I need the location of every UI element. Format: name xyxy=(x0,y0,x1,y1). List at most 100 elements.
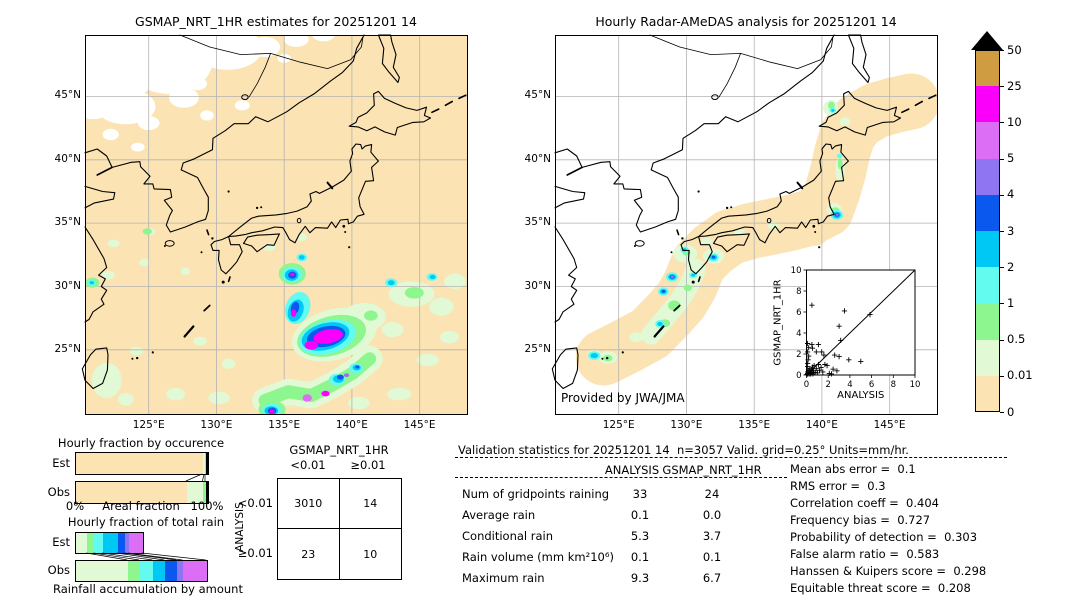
svg-text:2: 2 xyxy=(825,380,830,390)
colorbar-tick-label: 0 xyxy=(1007,404,1015,419)
bar-segment-over xyxy=(206,453,208,474)
colorbar-tick-label: 50 xyxy=(1007,42,1022,57)
svg-text:10: 10 xyxy=(910,380,921,390)
svg-text:8: 8 xyxy=(891,380,896,390)
bar-segment-green xyxy=(87,533,95,553)
colorbar-tick xyxy=(1000,50,1004,51)
validation-title: Validation statistics for 20251201 14 n=… xyxy=(458,443,909,457)
svg-text:10: 10 xyxy=(791,266,802,276)
gridlines-group xyxy=(85,35,468,415)
validation-analysis-value: 0.1 xyxy=(630,550,650,564)
data-credit: Provided by JWA/JMA xyxy=(561,391,685,405)
contingency-col-label: <0.01 xyxy=(290,458,326,472)
contingency-cell: 3010 xyxy=(278,479,340,529)
occurrence-obs-bar xyxy=(75,481,209,504)
svg-text:6: 6 xyxy=(796,308,801,318)
coastlines-group xyxy=(81,34,467,390)
lat-tick-label: 45°N xyxy=(524,89,551,102)
colorbar-tick xyxy=(1000,158,1004,160)
colorbar-tick xyxy=(1000,375,1004,377)
colorbar-tick-label: 5 xyxy=(1007,151,1015,166)
lat-tick-label: 30°N xyxy=(524,279,551,292)
contingency-row-label: ≥0.01 xyxy=(237,546,273,560)
bar-segment-pale_green xyxy=(186,482,204,503)
occurrence-xlabel: Areal fraction xyxy=(102,499,180,513)
validation-col-header: ANALYSIS xyxy=(604,463,660,477)
occurrence-est-bar xyxy=(75,452,209,475)
score-equitable-threat-score: Equitable threat score = 0.208 xyxy=(790,581,971,595)
colorbar-tick xyxy=(1000,267,1004,269)
colorbar-tick xyxy=(1000,412,1004,413)
gsmap-precip-map xyxy=(81,34,468,415)
colorbar-segment xyxy=(975,339,1000,376)
colorbar-segment xyxy=(975,375,1000,412)
contingency-row-title: ANALYSIS xyxy=(234,502,246,552)
totalrain-xlabel: Rainfall accumulation by amount xyxy=(53,582,243,596)
occurrence-x1: 100% xyxy=(190,499,224,513)
lon-tick-label: 140°E xyxy=(805,419,838,431)
svg-text:8: 8 xyxy=(796,287,801,297)
left-map-title: GSMAP_NRT_1HR estimates for 20251201 14 xyxy=(135,14,417,29)
score-correlation-coeff: Correlation coeff = 0.404 xyxy=(790,496,939,510)
validation-row-label: Average rain xyxy=(462,508,536,522)
colorbar-segment xyxy=(975,231,1000,268)
colorbar-segment xyxy=(975,267,1000,304)
validation-gsmap-value: 24 xyxy=(704,487,720,501)
svg-text:2: 2 xyxy=(796,350,801,360)
colorbar-segment xyxy=(975,50,1000,87)
score-mean-abs-error: Mean abs error = 0.1 xyxy=(790,462,916,476)
bar-segment-cyan xyxy=(103,533,118,553)
bar-segment-peach xyxy=(76,482,187,503)
colorbar-frame xyxy=(975,50,1000,412)
lon-tick-label: 145°E xyxy=(873,419,906,431)
lon-tick-label: 125°E xyxy=(602,419,635,431)
totalrain-chart-title: Hourly fraction of total rain xyxy=(67,515,225,529)
lon-tick-label: 145°E xyxy=(403,419,436,431)
contingency-row-label: <0.01 xyxy=(237,496,273,510)
divider xyxy=(455,477,787,478)
lon-tick-label: 130°E xyxy=(670,419,703,431)
totalrain-est-bar xyxy=(75,532,144,554)
colorbar-tick-label: 4 xyxy=(1007,187,1015,202)
divider xyxy=(455,457,1007,458)
lat-tick-label: 30°N xyxy=(54,279,81,292)
occurrence-connectors xyxy=(185,473,206,482)
validation-gsmap-value: 0.1 xyxy=(702,550,722,564)
colorbar-tick-label: 25 xyxy=(1007,78,1022,93)
occurrence-chart-title: Hourly fraction by occurence xyxy=(57,436,225,450)
validation-col-header: GSMAP_NRT_1HR xyxy=(662,463,762,477)
lon-tick-label: 125°E xyxy=(132,419,165,431)
scatter-points xyxy=(804,302,873,378)
validation-gsmap-value: 6.7 xyxy=(702,571,722,585)
score-frequency-bias: Frequency bias = 0.727 xyxy=(790,513,931,527)
lon-tick-label: 130°E xyxy=(200,419,233,431)
colorbar-segment xyxy=(975,158,1000,195)
bar-segment-blue xyxy=(165,561,177,581)
lat-tick-label: 35°N xyxy=(54,216,81,229)
gsmap-map-panel: 45°N 40°N 35°N 30°N 25°N 125°E 130°E 135°E 140°E… xyxy=(55,34,468,431)
validation-row-label: Conditional rain xyxy=(462,529,554,543)
totalrain-obs-bar xyxy=(75,560,208,582)
validation-gsmap-value: 0.0 xyxy=(702,508,722,522)
bar-segment-pale_green xyxy=(202,453,206,474)
bar-segment-purple xyxy=(125,533,129,553)
bar-segment-orchid xyxy=(128,533,143,553)
colorbar-tick-label: 0.01 xyxy=(1007,368,1033,383)
radar-precip-map: 0 2 4 6 8 10 0 2 4 6 8 10 ANALYSIS GSMAP_NRT_1HR xyxy=(551,34,938,415)
validation-row-label: Rain volume (mm km²10⁶) xyxy=(462,550,614,564)
inset-scatter: 0 2 4 6 8 10 0 2 4 6 8 10 ANALYSIS GSMAP_NRT_1HR xyxy=(773,266,921,401)
validation-analysis-value: 0.1 xyxy=(630,508,650,522)
validation-row-label: Num of gridpoints raining xyxy=(462,487,610,501)
colorbar-tick xyxy=(1000,86,1004,88)
bar-segment-purple xyxy=(176,561,184,581)
bar-segment-peach xyxy=(76,453,203,474)
lon-tick-label: 140°E xyxy=(335,419,368,431)
bar-segment-aqua xyxy=(94,533,104,553)
contingency-col-label: ≥0.01 xyxy=(350,458,386,472)
colorbar-tick-label: 0.5 xyxy=(1007,332,1026,347)
precip-field-group xyxy=(85,35,468,415)
colorbar-tick xyxy=(1000,194,1004,196)
colorbar-segment xyxy=(975,122,1000,159)
validation-gsmap-value: 3.7 xyxy=(702,529,722,543)
